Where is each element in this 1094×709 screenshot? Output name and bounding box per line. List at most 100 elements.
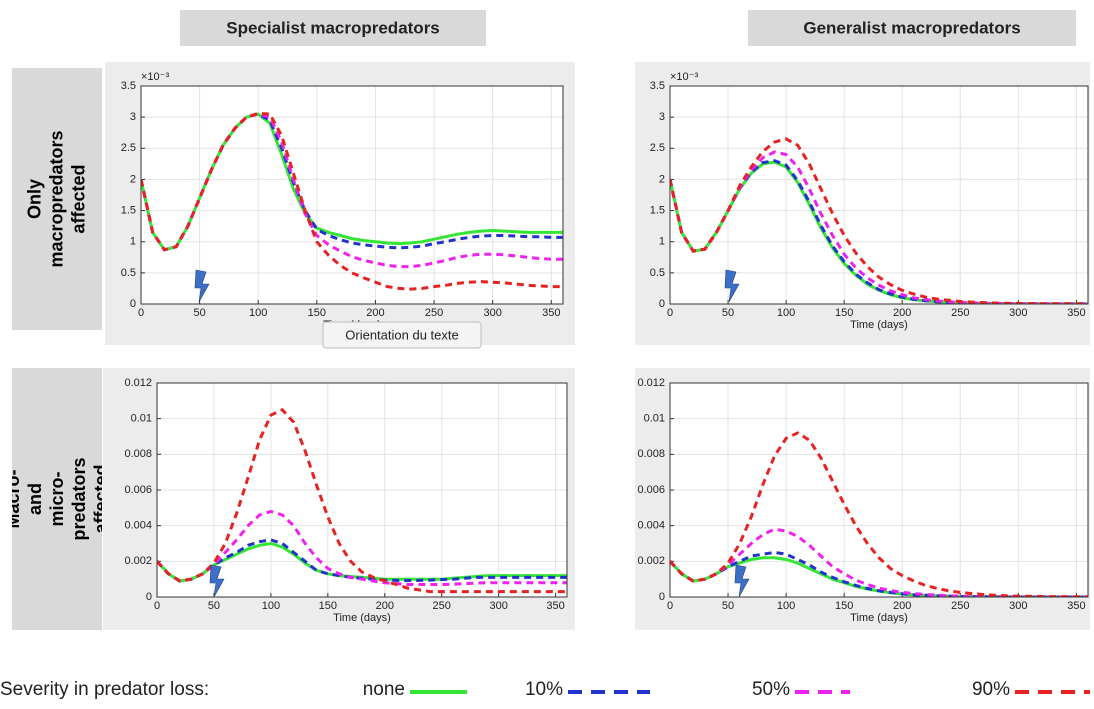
- y-tick-label: 0.01: [131, 413, 152, 425]
- series-line: [670, 431, 1088, 597]
- legend-label: 50%: [752, 679, 790, 700]
- y-tick-label: 0.012: [637, 377, 665, 389]
- series-line: [157, 509, 567, 586]
- y-multiplier: ×10⁻³: [141, 71, 169, 83]
- header-box: [748, 10, 1076, 46]
- x-tick-label: 100: [249, 307, 267, 319]
- y-tick-label: 0: [146, 591, 152, 603]
- y-tick-label: 2.5: [650, 142, 665, 154]
- header-box: [180, 10, 486, 46]
- x-tick-label: 350: [1067, 600, 1085, 612]
- x-tick-label: 300: [1009, 307, 1027, 319]
- x-tick-label: 350: [546, 600, 564, 612]
- y-tick-label: 0.008: [124, 448, 152, 460]
- legend: none 10% 50% 90%: [363, 679, 1090, 700]
- x-tick-label: 300: [483, 307, 501, 319]
- y-tick-label: 2: [130, 173, 136, 185]
- series-line: [157, 407, 567, 594]
- row-label-holder: Macro- and micro-predators affected: [12, 457, 102, 540]
- series-line: [141, 111, 563, 291]
- row-label: Only macropredators affected: [25, 130, 90, 268]
- x-tick-label: 250: [425, 307, 443, 319]
- x-tick-label: 200: [366, 307, 384, 319]
- y-tick-label: 0.006: [637, 484, 665, 496]
- y-tick-label: 1.5: [650, 204, 665, 216]
- legend-label: none: [363, 679, 405, 700]
- x-tick-label: 250: [951, 307, 969, 319]
- row-label-holder: Only macropredators affected: [25, 130, 90, 268]
- series-line: [670, 137, 1088, 304]
- y-tick-label: 1.5: [121, 204, 136, 216]
- x-tick-label: 0: [667, 600, 673, 612]
- y-tick-label: 0.004: [637, 520, 665, 532]
- column-header: Generalist macropredators: [803, 18, 1020, 37]
- axes-frame: [156, 382, 568, 598]
- y-tick-label: 0.006: [124, 484, 152, 496]
- plot-area: [141, 86, 563, 304]
- x-tick-label: 200: [376, 600, 394, 612]
- x-tick-label: 200: [893, 600, 911, 612]
- y-tick-label: 1: [659, 236, 665, 248]
- y-tick-label: 0.01: [644, 413, 665, 425]
- y-tick-label: 0.002: [637, 555, 665, 567]
- row-box: [12, 68, 102, 330]
- column-header: Specialist macropredators: [226, 18, 440, 37]
- plots: 00.511.522.533.5050100150200250300350Tim…: [103, 62, 1090, 630]
- y-tick-label: 0.002: [124, 555, 152, 567]
- y-tick-label: 3: [659, 111, 665, 123]
- x-tick-label: 0: [138, 307, 144, 319]
- axes-frame: [669, 85, 1089, 305]
- x-tick-label: 0: [154, 600, 160, 612]
- x-tick-label: 50: [193, 307, 205, 319]
- y-tick-label: 0.008: [637, 448, 665, 460]
- y-tick-label: 0.004: [124, 520, 152, 532]
- axes-frame: [140, 85, 564, 305]
- y-multiplier: ×10⁻³: [670, 71, 698, 83]
- y-tick-label: 3: [130, 111, 136, 123]
- row-box: [12, 368, 102, 630]
- x-tick-label: 150: [319, 600, 337, 612]
- y-tick-label: 3.5: [121, 80, 136, 92]
- x-tick-label: 250: [433, 600, 451, 612]
- x-tick-label: 150: [835, 307, 853, 319]
- x-tick-label: 100: [777, 600, 795, 612]
- x-tick-label: 100: [262, 600, 280, 612]
- x-tick-label: 100: [777, 307, 795, 319]
- y-tick-label: 0: [659, 298, 665, 310]
- y-tick-label: 1: [130, 236, 136, 248]
- y-tick-label: 3.5: [650, 80, 665, 92]
- axes-frame: [669, 382, 1089, 598]
- subplot: 0 0.002 0.004 0.006 0.008 0.01 0.012 0 50 100 150 2…: [103, 368, 575, 630]
- x-tick-label: 250: [951, 600, 969, 612]
- x-tick-label: 150: [835, 600, 853, 612]
- legend-title: Severity in predator loss:: [0, 679, 209, 700]
- x-tick-label: 150: [308, 307, 326, 319]
- x-tick-label: 0: [667, 307, 673, 319]
- x-tick-label: 50: [722, 600, 734, 612]
- x-axis-label: Time (days): [850, 612, 908, 624]
- bolt: [194, 269, 210, 303]
- x-tick-label: 50: [722, 307, 734, 319]
- x-tick-label: 50: [208, 600, 220, 612]
- x-tick-label: 350: [1067, 307, 1085, 319]
- tooltip: Orientation du texte: [345, 327, 458, 342]
- bolt: [734, 564, 750, 598]
- legend-label: 10%: [525, 679, 563, 700]
- series-line: [670, 550, 1088, 597]
- bolt: [209, 564, 225, 598]
- x-tick-label: 350: [542, 307, 560, 319]
- y-tick-label: 0: [659, 591, 665, 603]
- y-tick-label: 0: [130, 298, 136, 310]
- x-axis-label: Time (days): [850, 319, 908, 331]
- y-tick-label: 0.5: [121, 267, 136, 279]
- y-tick-label: 0.012: [124, 377, 152, 389]
- subplot: 00.511.522.533.5050100150200250300350Tim…: [105, 62, 575, 345]
- x-tick-label: 300: [1009, 600, 1027, 612]
- y-tick-label: 2.5: [121, 142, 136, 154]
- legend-label: 90%: [972, 679, 1010, 700]
- x-tick-label: 200: [893, 307, 911, 319]
- bolt: [724, 269, 740, 303]
- tooltip-box: [322, 321, 482, 349]
